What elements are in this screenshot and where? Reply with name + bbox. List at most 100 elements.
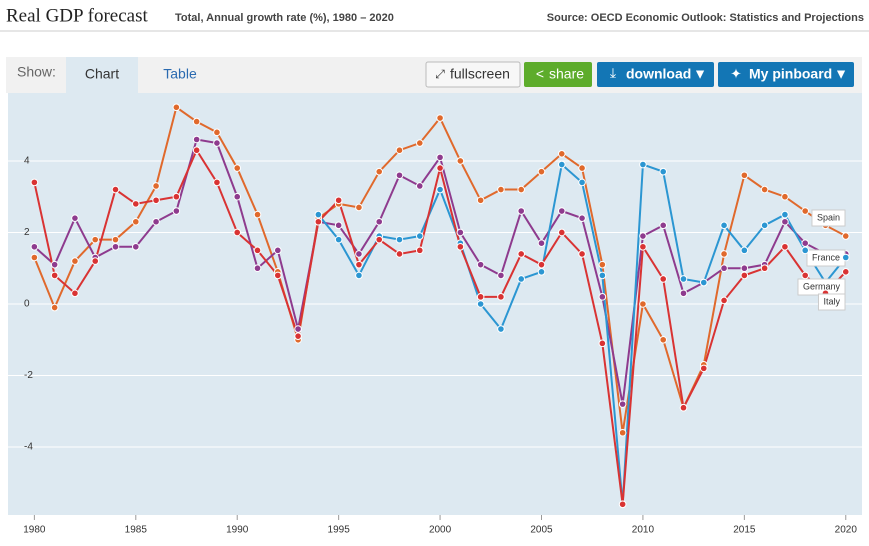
data-point — [801, 271, 810, 280]
data-point — [537, 239, 546, 248]
data-point — [517, 275, 526, 283]
data-point — [639, 160, 647, 169]
data-point — [618, 428, 627, 437]
x-tick-label: 1995 — [328, 525, 351, 536]
data-point — [679, 289, 688, 298]
tab-active[interactable] — [66, 57, 138, 94]
x-tick-label: 1980 — [23, 525, 46, 536]
data-point — [71, 289, 79, 298]
download-button[interactable] — [597, 62, 714, 87]
data-point — [273, 271, 282, 280]
data-point — [639, 300, 647, 308]
data-point — [152, 196, 160, 205]
fullscreen-button[interactable] — [425, 61, 521, 88]
chart-subtitle: Total, Annual growth rate (%), 1980 – 20… — [175, 12, 394, 24]
y-tick-label: 2 — [24, 227, 30, 238]
pinboard-button[interactable] — [718, 62, 854, 87]
data-point — [801, 246, 810, 255]
data-point — [192, 146, 201, 155]
data-point — [659, 275, 668, 283]
pinboard-icon: ✦ — [730, 66, 742, 82]
pinboard-caret: ▼ — [834, 66, 848, 82]
data-point — [740, 264, 749, 273]
data-point — [355, 260, 363, 269]
data-point — [537, 167, 546, 176]
show-label: Show: — [17, 64, 56, 80]
data-point — [192, 117, 201, 126]
data-point — [720, 250, 728, 258]
data-point — [578, 250, 586, 258]
data-point — [598, 271, 607, 280]
data-point — [375, 167, 384, 176]
download-caret: ▼ — [693, 66, 707, 82]
data-point — [30, 242, 39, 251]
data-point — [679, 275, 688, 283]
data-point — [111, 235, 120, 244]
data-point — [131, 242, 140, 251]
data-point — [213, 128, 221, 137]
share-label[interactable]: share — [549, 66, 584, 82]
data-point — [71, 257, 79, 265]
data-point — [91, 257, 100, 265]
y-tick-label: -4 — [24, 442, 33, 453]
x-tick-label: 2010 — [632, 525, 655, 536]
data-point — [760, 264, 769, 273]
series-label-box — [811, 209, 846, 227]
data-point — [50, 271, 59, 280]
data-point — [557, 149, 566, 158]
data-point — [152, 182, 160, 190]
data-point — [497, 271, 505, 280]
data-point — [456, 242, 465, 251]
data-point — [618, 400, 627, 408]
data-point — [578, 178, 586, 187]
data-point — [679, 403, 688, 412]
data-point — [253, 246, 262, 255]
data-point — [436, 153, 444, 162]
pinboard-label[interactable]: My pinboard — [749, 66, 832, 82]
share-button[interactable] — [524, 62, 592, 87]
data-point — [192, 135, 201, 144]
data-point — [578, 214, 586, 222]
chart-source: Source: OECD Economic Outlook: Statistic… — [547, 12, 864, 24]
data-point — [415, 182, 424, 190]
data-point — [760, 185, 769, 194]
data-point — [131, 217, 140, 226]
data-point — [334, 221, 343, 230]
fullscreen-label[interactable]: fullscreen — [450, 66, 510, 82]
data-point — [111, 185, 120, 194]
data-point — [71, 214, 79, 222]
series-name: Italy — [823, 296, 840, 306]
data-point — [801, 239, 810, 248]
data-point — [375, 217, 384, 226]
y-tick-label: -2 — [24, 370, 33, 381]
data-point — [436, 114, 444, 122]
data-point — [30, 253, 39, 262]
data-point — [781, 217, 789, 226]
data-point — [355, 271, 363, 280]
tab-table[interactable]: Table — [163, 66, 197, 82]
data-point — [659, 167, 668, 176]
data-point — [233, 164, 242, 172]
data-point — [841, 253, 850, 262]
series-label-box — [817, 293, 846, 311]
data-point — [436, 164, 444, 172]
data-point — [355, 203, 363, 212]
data-point — [699, 278, 708, 287]
data-point — [253, 264, 262, 273]
data-point — [355, 250, 363, 258]
data-point — [720, 296, 728, 305]
data-point — [537, 260, 546, 269]
data-point — [314, 217, 323, 226]
data-point — [598, 293, 607, 301]
tab-chart[interactable]: Chart — [85, 66, 119, 82]
data-point — [415, 246, 424, 255]
data-point — [172, 207, 181, 215]
data-point — [517, 250, 526, 258]
data-point — [476, 196, 485, 205]
download-label[interactable]: download — [626, 66, 691, 82]
data-point — [213, 139, 221, 147]
data-point — [699, 364, 708, 373]
data-point — [801, 207, 810, 215]
data-point — [557, 160, 566, 169]
data-point — [720, 264, 728, 273]
